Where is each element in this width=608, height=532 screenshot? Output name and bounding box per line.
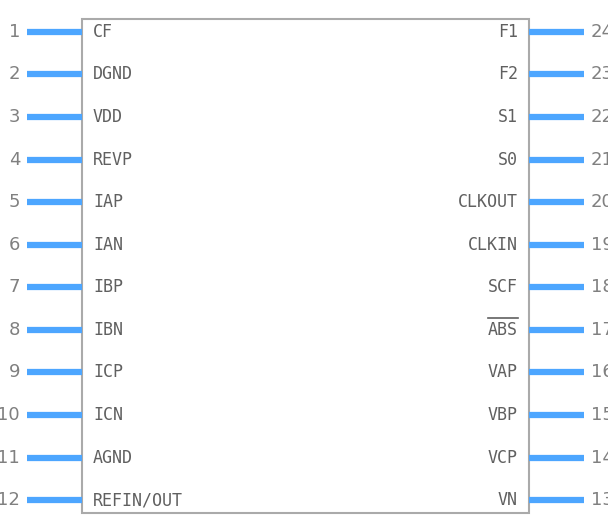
Text: VN: VN	[498, 491, 518, 509]
Bar	[82, 19, 529, 513]
Text: REFIN/OUT: REFIN/OUT	[93, 491, 183, 509]
Text: 12: 12	[0, 491, 20, 509]
Text: 24: 24	[591, 23, 608, 41]
Text: 10: 10	[0, 406, 20, 424]
Text: CLKIN: CLKIN	[468, 236, 518, 254]
Text: 1: 1	[9, 23, 20, 41]
Text: F2: F2	[498, 65, 518, 84]
Text: F1: F1	[498, 23, 518, 41]
Text: 14: 14	[591, 448, 608, 467]
Text: 21: 21	[591, 151, 608, 169]
Text: 18: 18	[591, 278, 608, 296]
Text: 6: 6	[9, 236, 20, 254]
Text: 5: 5	[9, 193, 20, 211]
Text: DGND: DGND	[93, 65, 133, 84]
Text: 20: 20	[591, 193, 608, 211]
Text: 8: 8	[9, 321, 20, 339]
Text: 3: 3	[9, 108, 20, 126]
Text: 19: 19	[591, 236, 608, 254]
Text: 9: 9	[9, 363, 20, 381]
Text: REVP: REVP	[93, 151, 133, 169]
Text: ABS: ABS	[488, 321, 518, 339]
Text: AGND: AGND	[93, 448, 133, 467]
Text: IAN: IAN	[93, 236, 123, 254]
Text: 13: 13	[591, 491, 608, 509]
Text: S0: S0	[498, 151, 518, 169]
Text: CLKOUT: CLKOUT	[458, 193, 518, 211]
Text: 11: 11	[0, 448, 20, 467]
Text: IBN: IBN	[93, 321, 123, 339]
Text: VAP: VAP	[488, 363, 518, 381]
Text: 4: 4	[9, 151, 20, 169]
Text: VCP: VCP	[488, 448, 518, 467]
Text: IBP: IBP	[93, 278, 123, 296]
Text: 7: 7	[9, 278, 20, 296]
Text: S1: S1	[498, 108, 518, 126]
Text: VBP: VBP	[488, 406, 518, 424]
Text: VDD: VDD	[93, 108, 123, 126]
Text: 15: 15	[591, 406, 608, 424]
Text: CF: CF	[93, 23, 113, 41]
Text: 2: 2	[9, 65, 20, 84]
Text: IAP: IAP	[93, 193, 123, 211]
Text: 22: 22	[591, 108, 608, 126]
Text: ICN: ICN	[93, 406, 123, 424]
Text: 23: 23	[591, 65, 608, 84]
Text: SCF: SCF	[488, 278, 518, 296]
Text: 17: 17	[591, 321, 608, 339]
Text: 16: 16	[591, 363, 608, 381]
Text: ICP: ICP	[93, 363, 123, 381]
